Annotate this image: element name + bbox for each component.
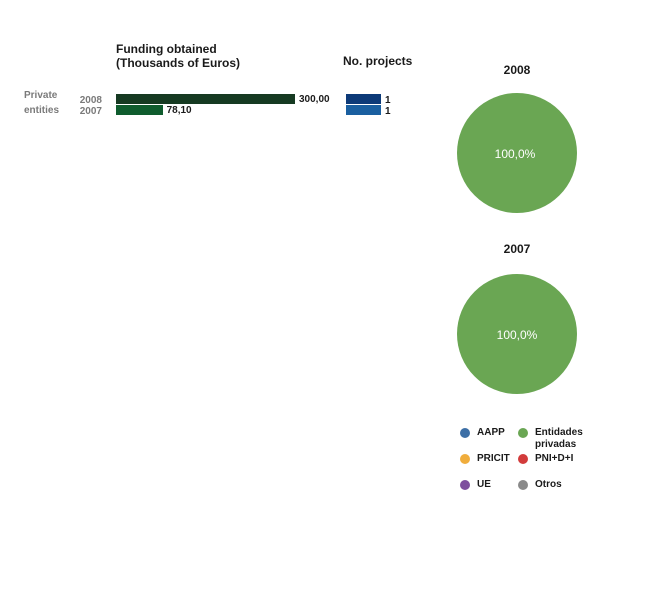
- pie-label-2008: 100,0%: [495, 147, 536, 161]
- pie-title-2007: 2007: [503, 242, 531, 256]
- funding-value-2008: 300,00: [299, 94, 330, 105]
- pie-slice-entidades-privadas-2008: [457, 93, 577, 213]
- legend-dot-pni: [518, 454, 528, 464]
- legend-dot-aapp: [460, 428, 470, 438]
- legend-dot-otros: [518, 480, 528, 490]
- legend-dot-pricit: [460, 454, 470, 464]
- projects-bar-2008: [346, 94, 381, 104]
- year-label-2007: 2007: [79, 106, 102, 117]
- pie-slice-entidades-privadas-2007: [457, 274, 577, 394]
- year-label-2008: 2008: [79, 95, 102, 106]
- projects-chart-title: No. projects: [343, 54, 413, 68]
- legend-label-ue: UE: [477, 479, 491, 490]
- projects-bar-2007: [346, 105, 381, 115]
- legend-label-aapp: AAPP: [477, 427, 505, 438]
- funding-bar-2008: [116, 94, 295, 104]
- funding-value-2007: 78,10: [166, 105, 192, 116]
- legend-label-pricit: PRICIT: [477, 453, 510, 464]
- funding-bar-2007: [116, 105, 163, 115]
- pie-label-2007: 100,0%: [497, 328, 538, 342]
- legend-label-otros: Otros: [535, 479, 562, 490]
- legend-dot-entidades-privadas: [518, 428, 528, 438]
- pie-title-2008: 2008: [503, 63, 531, 77]
- projects-value-2008: 1: [385, 95, 391, 106]
- category-label: Private entities: [24, 90, 60, 116]
- legend-label-pni: PNI+D+I: [535, 453, 574, 464]
- legend-dot-ue: [460, 480, 470, 490]
- pie-chart-2007: 100,0%: [457, 274, 577, 394]
- pie-chart-2008: 100,0%: [457, 93, 577, 213]
- legend-label-entidades-privadas: Entidades privadas: [535, 427, 583, 450]
- funding-chart-title: Funding obtained (Thousands of Euros): [116, 42, 240, 70]
- projects-value-2007: 1: [385, 106, 391, 117]
